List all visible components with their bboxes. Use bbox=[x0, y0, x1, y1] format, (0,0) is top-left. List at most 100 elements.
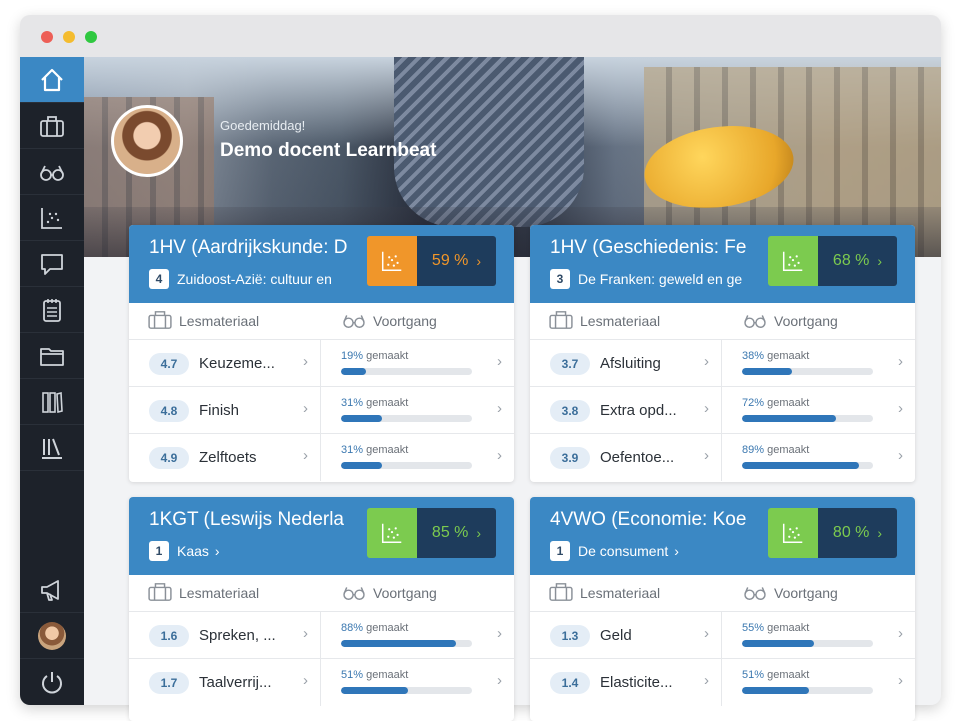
progress-label: 55% gemaakt bbox=[742, 622, 809, 634]
chevron-right-icon: › bbox=[704, 625, 709, 642]
column-header-material: Lesmateriaal bbox=[548, 575, 660, 611]
lesson-progress-link[interactable]: 51% gemaakt › bbox=[723, 659, 915, 706]
lesson-progress-link[interactable]: 19% gemaakt › bbox=[322, 340, 514, 387]
progress-suffix: gemaakt bbox=[366, 444, 409, 456]
lesson-link[interactable]: 3.9 Oefentoe... › bbox=[530, 434, 722, 481]
lesson-link[interactable]: 3.8 Extra opd... › bbox=[530, 387, 722, 434]
lesson-link[interactable]: 3.7 Afsluiting › bbox=[530, 340, 722, 387]
lesson-progress-link[interactable]: 88% gemaakt › bbox=[322, 612, 514, 659]
sidebar-item-bestanden[interactable] bbox=[20, 333, 84, 379]
lesson-link[interactable]: 1.7 Taalverrij... › bbox=[129, 659, 321, 706]
progress-label: 38% gemaakt bbox=[742, 350, 809, 362]
chapter-link[interactable]: 3 De Franken: geweld en ge bbox=[550, 268, 765, 290]
lesson-link[interactable]: 4.9 Zelftoets › bbox=[129, 434, 321, 481]
close-window-button[interactable] bbox=[41, 31, 53, 43]
card-header[interactable]: 1HV (Aardrijkskunde: D 4 Zuidoost-Azië: cu… bbox=[129, 225, 514, 303]
glasses-icon bbox=[341, 582, 373, 605]
sidebar-item-bibliotheek[interactable] bbox=[20, 425, 84, 471]
chapter-link[interactable]: 4 Zuidoost-Azië: cultuur en bbox=[149, 268, 364, 290]
class-card: 1HV (Aardrijkskunde: D 4 Zuidoost-Azië: cu… bbox=[129, 225, 514, 482]
chevron-right-icon: › bbox=[303, 625, 308, 642]
progress-button[interactable]: 68 % › bbox=[768, 236, 897, 286]
chevron-right-icon: › bbox=[476, 525, 482, 541]
lesson-link[interactable]: 4.8 Finish › bbox=[129, 387, 321, 434]
lesson-link[interactable]: 4.7 Keuzeme... › bbox=[129, 340, 321, 387]
lesson-progress-link[interactable]: 51% gemaakt › bbox=[322, 659, 514, 706]
chapter-number: 1 bbox=[550, 541, 570, 561]
title-bar bbox=[20, 15, 941, 57]
chevron-right-icon: › bbox=[303, 447, 308, 464]
glasses-icon bbox=[341, 310, 373, 333]
lesson-progress-link[interactable]: 31% gemaakt › bbox=[322, 434, 514, 481]
progress-percent: 89% bbox=[742, 444, 765, 456]
chevron-right-icon: › bbox=[877, 253, 883, 269]
card-header[interactable]: 1HV (Geschiedenis: Fe 3 De Franken: geweld… bbox=[530, 225, 915, 303]
sidebar-item-mededelingen[interactable] bbox=[20, 567, 84, 613]
lesson-name: Finish bbox=[199, 402, 240, 419]
chapter-number: 1 bbox=[149, 541, 169, 561]
lesson-row: 3.9 Oefentoe... › 89% gemaakt › bbox=[530, 433, 915, 481]
progress-percent: 72% bbox=[742, 397, 765, 409]
lesson-progress-link[interactable]: 38% gemaakt › bbox=[723, 340, 915, 387]
column-header-material: Lesmateriaal bbox=[548, 303, 660, 339]
lesson-progress-link[interactable]: 55% gemaakt › bbox=[723, 612, 915, 659]
lesson-progress-link[interactable]: 72% gemaakt › bbox=[723, 387, 915, 434]
progress-value: 80 % bbox=[832, 524, 870, 541]
chevron-right-icon: › bbox=[898, 672, 903, 689]
progress-button[interactable]: 85 % › bbox=[367, 508, 496, 558]
sidebar-item-voortgang[interactable] bbox=[20, 149, 84, 195]
lesson-link[interactable]: 1.3 Geld › bbox=[530, 612, 722, 659]
maximize-window-button[interactable] bbox=[85, 31, 97, 43]
lesson-link[interactable]: 1.6 Spreken, ... › bbox=[129, 612, 321, 659]
card-header[interactable]: 4VWO (Economie: Koe 1 De consument › 80 % › bbox=[530, 497, 915, 575]
sidebar-item-uitloggen[interactable] bbox=[20, 659, 84, 705]
lesson-name: Geld bbox=[600, 627, 632, 644]
teacher-avatar[interactable] bbox=[111, 105, 183, 177]
sidebar-item-lesmateriaal[interactable] bbox=[20, 103, 84, 149]
lesson-link[interactable]: 1.4 Elasticite... › bbox=[530, 659, 722, 706]
sidebar-item-home[interactable] bbox=[20, 57, 84, 103]
chevron-right-icon: › bbox=[898, 400, 903, 417]
briefcase-icon bbox=[147, 310, 179, 333]
column-label: Lesmateriaal bbox=[580, 313, 661, 329]
chevron-right-icon: › bbox=[303, 400, 308, 417]
minimize-window-button[interactable] bbox=[63, 31, 75, 43]
column-label: Voortgang bbox=[373, 585, 437, 601]
chapter-title: Zuidoost-Azië: cultuur en bbox=[177, 271, 332, 287]
lesson-row: 4.8 Finish › 31% gemaakt › bbox=[129, 386, 514, 434]
lesson-number: 1.7 bbox=[149, 671, 189, 694]
lesson-name: Oefentoe... bbox=[600, 449, 675, 466]
card-title[interactable]: 1HV (Aardrijkskunde: D bbox=[149, 237, 348, 258]
sidebar-item-profiel[interactable] bbox=[20, 613, 84, 659]
progress-suffix: gemaakt bbox=[767, 669, 810, 681]
sidebar bbox=[20, 57, 84, 705]
progress-value: 59 % bbox=[431, 252, 469, 269]
chapter-link[interactable]: 1 Kaas › bbox=[149, 540, 364, 562]
sidebar-item-berichten[interactable] bbox=[20, 241, 84, 287]
progress-percent: 55% bbox=[742, 622, 765, 634]
progress-button[interactable]: 59 % › bbox=[367, 236, 496, 286]
progress-bar-fill bbox=[341, 368, 366, 375]
avatar bbox=[38, 621, 66, 650]
lesson-progress-link[interactable]: 89% gemaakt › bbox=[723, 434, 915, 481]
column-header-progress: Voortgang bbox=[341, 575, 437, 611]
sidebar-item-notities[interactable] bbox=[20, 287, 84, 333]
class-card: 4VWO (Economie: Koe 1 De consument › 80 % › Le… bbox=[530, 497, 915, 721]
progress-button[interactable]: 80 % › bbox=[768, 508, 897, 558]
chapter-link[interactable]: 1 De consument › bbox=[550, 540, 765, 562]
chart-icon bbox=[367, 508, 417, 558]
lesson-name: Elasticite... bbox=[600, 674, 673, 691]
card-header[interactable]: 1KGT (Leswijs Nederla 1 Kaas › 85 % › bbox=[129, 497, 514, 575]
megaphone-icon bbox=[41, 579, 59, 601]
progress-bar-fill bbox=[341, 687, 408, 694]
card-title[interactable]: 1KGT (Leswijs Nederla bbox=[149, 509, 345, 530]
card-title[interactable]: 4VWO (Economie: Koe bbox=[550, 509, 747, 530]
lesson-name: Afsluiting bbox=[600, 355, 661, 372]
chevron-right-icon: › bbox=[303, 353, 308, 370]
lesson-number: 4.9 bbox=[149, 446, 189, 469]
sidebar-item-boeken[interactable] bbox=[20, 379, 84, 425]
lesson-progress-link[interactable]: 31% gemaakt › bbox=[322, 387, 514, 434]
card-title[interactable]: 1HV (Geschiedenis: Fe bbox=[550, 237, 747, 258]
progress-label: 51% gemaakt bbox=[341, 669, 408, 681]
sidebar-item-resultaten[interactable] bbox=[20, 195, 84, 241]
